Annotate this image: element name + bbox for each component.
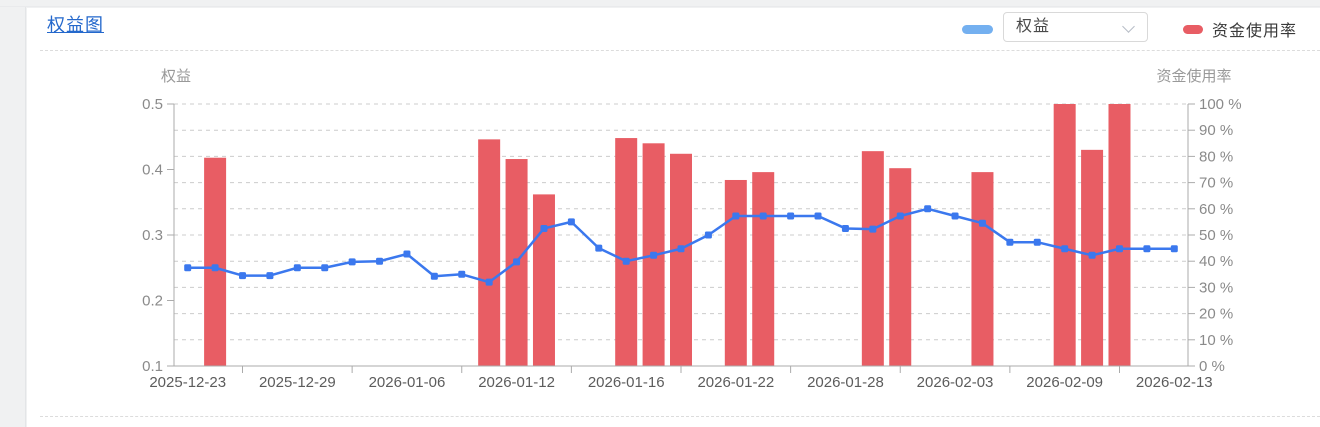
usage-bar bbox=[478, 139, 501, 366]
equity-line-point bbox=[978, 219, 986, 227]
right-axis-tick-label: 20 % bbox=[1199, 306, 1233, 323]
x-axis-date-label: 2026-02-03 bbox=[917, 374, 994, 391]
usage-bar bbox=[861, 151, 884, 366]
equity-line-point bbox=[622, 257, 630, 265]
equity-line-point bbox=[704, 231, 712, 239]
equity-line-point bbox=[869, 225, 877, 233]
usage-bar bbox=[670, 153, 692, 366]
left-axis-title: 权益 bbox=[161, 68, 191, 85]
equity-line-point bbox=[1088, 251, 1096, 259]
usage-bar bbox=[971, 172, 994, 366]
equity-line-point bbox=[485, 278, 493, 286]
x-axis-date-label: 2026-01-28 bbox=[807, 374, 884, 391]
x-axis-date-label: 2025-12-23 bbox=[149, 374, 226, 391]
usage-bar bbox=[204, 157, 227, 366]
page-background-top-strip bbox=[0, 0, 1320, 7]
equity-line-point bbox=[430, 272, 438, 280]
x-axis-date-label: 2026-01-22 bbox=[697, 374, 774, 391]
equity-line-point bbox=[184, 264, 192, 272]
equity-legend-swatch bbox=[962, 25, 993, 34]
x-axis-date-label: 2026-01-12 bbox=[478, 374, 555, 391]
equity-line-point bbox=[403, 250, 411, 258]
equity-line-point bbox=[896, 212, 904, 220]
equity-line-point bbox=[1006, 238, 1014, 246]
x-axis-date-label: 2025-12-29 bbox=[259, 374, 336, 391]
equity-line-point bbox=[814, 212, 822, 220]
usage-bar bbox=[724, 179, 747, 366]
equity-line-point bbox=[239, 272, 247, 280]
right-axis-tick-label: 30 % bbox=[1199, 279, 1233, 296]
usage-bar bbox=[615, 138, 638, 366]
equity-line-point bbox=[650, 251, 658, 259]
usage-bar bbox=[532, 194, 555, 366]
equity-line-point bbox=[211, 264, 219, 272]
right-axis-tick-label: 80 % bbox=[1199, 148, 1233, 165]
usage-bar bbox=[1053, 104, 1076, 366]
usage-bar bbox=[1108, 104, 1131, 366]
page-background-strip bbox=[0, 0, 26, 427]
usage-legend-swatch bbox=[1183, 25, 1203, 34]
equity-line-point bbox=[540, 224, 548, 232]
equity-line-point bbox=[759, 212, 767, 220]
equity-line-point bbox=[1115, 245, 1123, 253]
header-separator bbox=[40, 50, 1320, 51]
right-axis-tick-label: 90 % bbox=[1199, 122, 1233, 139]
left-axis-tick-label: 0.3 bbox=[142, 227, 163, 244]
right-axis-tick-label: 10 % bbox=[1199, 332, 1233, 349]
x-axis-date-label: 2026-01-06 bbox=[369, 374, 446, 391]
usage-bar bbox=[889, 168, 912, 366]
right-axis-tick-label: 40 % bbox=[1199, 253, 1233, 270]
equity-line-point bbox=[376, 257, 384, 265]
left-axis-tick-label: 0.5 bbox=[142, 96, 163, 113]
equity-line-point bbox=[1033, 238, 1041, 246]
equity-line-point bbox=[348, 258, 356, 266]
right-axis-title: 资金使用率 bbox=[1156, 68, 1231, 85]
equity-chart-title-link[interactable]: 权益图 bbox=[47, 15, 104, 35]
equity-line-point bbox=[1170, 245, 1178, 253]
equity-line-point bbox=[787, 212, 795, 220]
equity-line-point bbox=[677, 245, 685, 253]
right-axis-tick-label: 50 % bbox=[1199, 227, 1233, 244]
right-axis-tick-label: 100 % bbox=[1199, 96, 1242, 113]
equity-line-point bbox=[595, 244, 603, 252]
equity-line-point bbox=[951, 212, 959, 220]
equity-line-point bbox=[513, 258, 521, 266]
equity-line-point bbox=[924, 205, 932, 213]
equity-line-point bbox=[293, 264, 301, 272]
left-axis-tick-label: 0.4 bbox=[142, 162, 163, 179]
equity-line-point bbox=[732, 212, 740, 220]
equity-line-point bbox=[1143, 245, 1151, 253]
equity-line-point bbox=[841, 224, 849, 232]
series-select-value: 权益 bbox=[1016, 18, 1051, 35]
equity-line-point bbox=[458, 270, 466, 278]
equity-line-point bbox=[1061, 245, 1069, 253]
equity-line-point bbox=[567, 218, 575, 226]
equity-series-select[interactable]: 权益 bbox=[1003, 12, 1148, 42]
x-axis-date-label: 2026-02-13 bbox=[1136, 374, 1213, 391]
right-axis-tick-label: 0 % bbox=[1199, 358, 1225, 375]
left-axis-tick-label: 0.2 bbox=[142, 293, 163, 310]
usage-bar bbox=[752, 172, 775, 366]
equity-line-point bbox=[266, 272, 274, 280]
left-axis-tick-label: 0.1 bbox=[142, 358, 163, 375]
right-axis-tick-label: 60 % bbox=[1199, 201, 1233, 218]
right-axis-tick-label: 70 % bbox=[1199, 175, 1233, 192]
x-axis-date-label: 2026-02-09 bbox=[1026, 374, 1103, 391]
equity-line-point bbox=[321, 264, 329, 272]
x-axis-date-label: 2026-01-16 bbox=[588, 374, 665, 391]
footer-separator bbox=[40, 416, 1320, 417]
usage-legend-label: 资金使用率 bbox=[1212, 23, 1298, 40]
